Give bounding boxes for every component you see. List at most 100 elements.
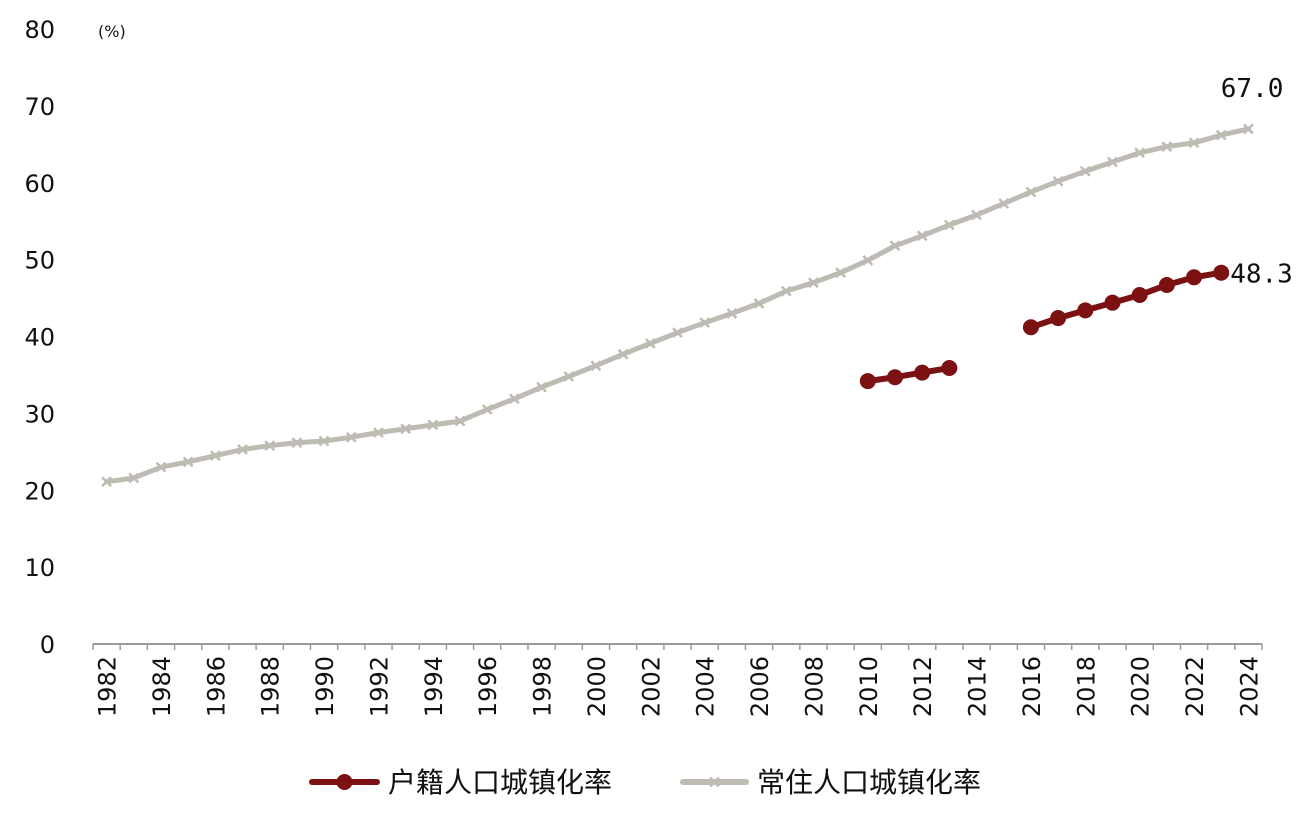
x-tick-label: 1990 [311,656,339,717]
y-tick-label: 40 [24,324,55,352]
x-tick-label: 2020 [1127,656,1155,717]
data-point-huji [859,373,876,390]
data-point-changzhu [264,440,276,452]
y-axis: 0 10 20 30 40 50 60 70 80 [24,16,55,659]
legend-label: 常住人口城镇化率 [757,766,981,799]
data-point-huji [1131,286,1148,303]
data-point-changzhu [1025,186,1037,198]
data-point-changzhu [889,240,901,252]
data-point-huji [1158,276,1175,293]
data-label-huji: 48.3 [1230,260,1293,290]
data-point-changzhu [699,317,711,329]
data-point-changzhu [481,404,493,415]
x-tick-label: 1982 [94,656,122,717]
y-tick-label: 70 [24,93,55,121]
data-point-huji [886,369,903,386]
data-point-huji [914,364,931,381]
data-point-huji [1077,302,1094,319]
data-point-changzhu [753,298,765,309]
series-line-changzhu [104,126,1251,485]
x-tick-label: 1992 [365,656,393,717]
y-tick-label: 50 [24,247,55,275]
y-tick-label: 30 [24,400,55,428]
data-point-changzhu [971,209,982,221]
data-point-huji [941,360,958,377]
y-tick-label: 60 [24,170,55,198]
x-tick-label: 2012 [909,656,937,717]
data-label-changzhu: 67.0 [1221,74,1284,104]
legend-item-changzhu: 常住人口城镇化率 [680,766,981,799]
data-point-changzhu [943,219,955,231]
x-tick-label: 1998 [529,656,557,717]
x-axis: 1982 1984 1986 1988 1990 1992 1994 1996 1998 2000… [92,643,1263,717]
x-tick-label: 2000 [583,656,611,717]
data-point-changzhu [835,267,846,279]
legend-marker [336,774,353,790]
x-tick-label: 2014 [964,656,992,717]
x-tick-label: 2018 [1072,656,1100,717]
x-tick-label: 2002 [637,656,665,717]
data-labels: 67.0 48.3 [1221,74,1293,290]
y-tick-label: 20 [24,477,55,505]
data-point-huji [1104,294,1121,311]
y-unit-label: (%) [98,22,126,41]
data-point-changzhu [1215,129,1227,141]
series-changzhu [101,123,1254,488]
data-point-changzhu [780,285,792,297]
legend-label: 户籍人口城镇化率 [388,766,612,799]
y-tick-label: 80 [24,16,55,44]
data-point-changzhu [291,437,303,448]
data-point-changzhu [862,255,874,266]
data-point-changzhu [1079,165,1091,177]
x-tick-label: 1988 [257,656,285,717]
x-tick-label: 1984 [148,656,176,717]
data-point-changzhu [1243,123,1254,135]
data-point-changzhu [916,230,928,242]
data-point-changzhu [644,338,656,349]
x-tick-label: 2024 [1235,656,1263,717]
data-point-changzhu [345,431,357,443]
legend-marker [709,776,720,788]
data-point-changzhu [400,423,412,435]
data-point-changzhu [617,348,629,360]
data-point-changzhu [101,476,112,488]
data-point-changzhu [726,308,738,319]
y-tick-label: 10 [24,554,55,582]
x-tick-label: 2022 [1181,656,1209,717]
data-point-huji [1050,310,1067,327]
x-tick-label: 2010 [855,656,883,717]
data-point-changzhu [672,327,683,339]
x-tick-label: 2008 [800,656,828,717]
data-point-changzhu [808,277,819,289]
data-point-huji [1213,264,1230,281]
data-point-changzhu [318,435,330,447]
data-point-changzhu [1052,175,1064,187]
data-point-changzhu [373,427,384,438]
data-point-changzhu [155,461,167,473]
x-tick-label: 1994 [420,656,448,717]
data-point-changzhu [1107,156,1118,168]
data-point-changzhu [209,450,221,462]
data-point-changzhu [454,415,466,427]
series-line-huji [864,365,953,385]
legend-item-huji: 户籍人口城镇化率 [309,766,612,799]
data-point-changzhu [1161,141,1173,153]
data-point-huji [1186,269,1203,286]
data-point-changzhu [237,444,248,455]
data-point-changzhu [563,371,575,382]
data-point-changzhu [128,472,140,484]
series-layer [101,123,1254,488]
x-tick-label: 2016 [1018,656,1046,717]
data-point-changzhu [1188,137,1200,149]
legend: 户籍人口城镇化率 常住人口城镇化率 [309,766,981,799]
data-point-changzhu [998,198,1010,209]
data-point-changzhu [427,419,439,431]
data-point-huji [1022,319,1039,336]
x-tick-label: 2006 [746,656,774,717]
x-tick-label: 2004 [692,656,720,717]
data-point-changzhu [509,393,520,405]
data-point-changzhu [182,456,194,468]
y-tick-label: 0 [40,631,55,659]
data-point-changzhu [1134,147,1146,159]
